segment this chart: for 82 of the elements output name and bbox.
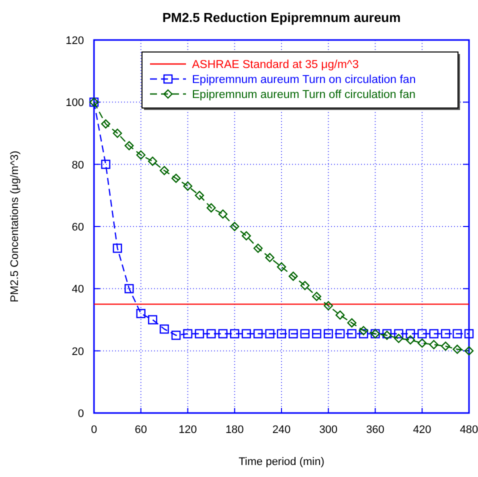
- point: [335, 329, 345, 338]
- y-axis-title: PM2.5 Concentations (μg/m^3): [9, 150, 21, 302]
- point: [242, 231, 251, 240]
- y-tick-label: 20: [72, 346, 84, 358]
- point: [230, 329, 240, 338]
- point: [335, 310, 345, 320]
- point: [206, 203, 216, 212]
- point: [429, 340, 438, 350]
- point: [148, 315, 158, 324]
- point: [160, 166, 169, 176]
- x-tick-label: 180: [225, 424, 244, 436]
- point: [300, 280, 310, 290]
- point: [265, 329, 274, 338]
- point: [148, 156, 158, 166]
- point: [101, 119, 110, 129]
- x-tick-label: 420: [412, 424, 432, 436]
- y-tick-label: 120: [66, 35, 84, 47]
- point: [160, 324, 169, 334]
- point: [418, 329, 427, 338]
- legend-label: Epipremnum aureum Turn on circulation fan: [192, 74, 416, 86]
- point: [206, 329, 216, 338]
- y-tick-label: 60: [72, 222, 84, 234]
- point: [347, 318, 356, 328]
- x-tick-label: 60: [134, 424, 147, 436]
- point: [276, 329, 286, 338]
- point: [300, 329, 310, 338]
- point: [288, 329, 298, 338]
- point: [194, 190, 204, 200]
- point: [112, 244, 122, 253]
- point: [242, 329, 251, 338]
- point: [312, 292, 322, 302]
- point: [452, 344, 462, 354]
- point: [101, 160, 110, 169]
- point: [112, 128, 122, 138]
- point: [136, 150, 146, 160]
- point: [406, 335, 416, 345]
- point: [124, 284, 134, 294]
- point: [440, 342, 450, 351]
- x-tick-label: 480: [460, 424, 478, 436]
- point: [136, 308, 146, 318]
- point: [194, 329, 204, 338]
- point: [452, 329, 462, 338]
- chart-title: PM2.5 Reduction Epipremnum aureum: [162, 10, 401, 25]
- x-tick-label: 300: [319, 424, 338, 436]
- point: [324, 329, 333, 338]
- point: [124, 141, 134, 150]
- point: [406, 329, 416, 338]
- point: [324, 301, 333, 310]
- y-tick-label: 80: [72, 159, 84, 172]
- point: [288, 272, 298, 281]
- point: [418, 338, 427, 348]
- point: [183, 329, 192, 338]
- point: [253, 244, 263, 253]
- point: [171, 330, 181, 340]
- point: [358, 326, 368, 336]
- point: [171, 174, 181, 183]
- x-tick-label: 360: [366, 424, 384, 436]
- point: [276, 262, 286, 272]
- point: [218, 329, 228, 338]
- legend-label: ASHRAE Standard at 35 μg/m^3: [192, 59, 359, 71]
- y-tick-label: 100: [66, 97, 84, 110]
- point: [394, 334, 404, 343]
- x-tick-label: 240: [272, 424, 291, 436]
- x-tick-label: 0: [90, 424, 98, 436]
- point: [218, 209, 228, 219]
- point: [265, 252, 274, 262]
- point: [253, 329, 263, 338]
- point: [358, 329, 368, 338]
- x-tick-label: 120: [178, 424, 197, 436]
- point: [440, 329, 450, 338]
- y-tick-label: 0: [78, 408, 84, 420]
- point: [429, 329, 438, 338]
- point: [464, 346, 474, 356]
- point: [230, 222, 240, 232]
- point: [394, 329, 404, 338]
- x-axis-title: Time period (min): [238, 456, 324, 468]
- point: [347, 329, 356, 338]
- legend-label: Epipremnum aureum Turn off circulation fan: [192, 89, 416, 101]
- point: [464, 329, 474, 338]
- point: [183, 181, 192, 191]
- point: [312, 329, 322, 338]
- y-tick-label: 40: [72, 284, 84, 296]
